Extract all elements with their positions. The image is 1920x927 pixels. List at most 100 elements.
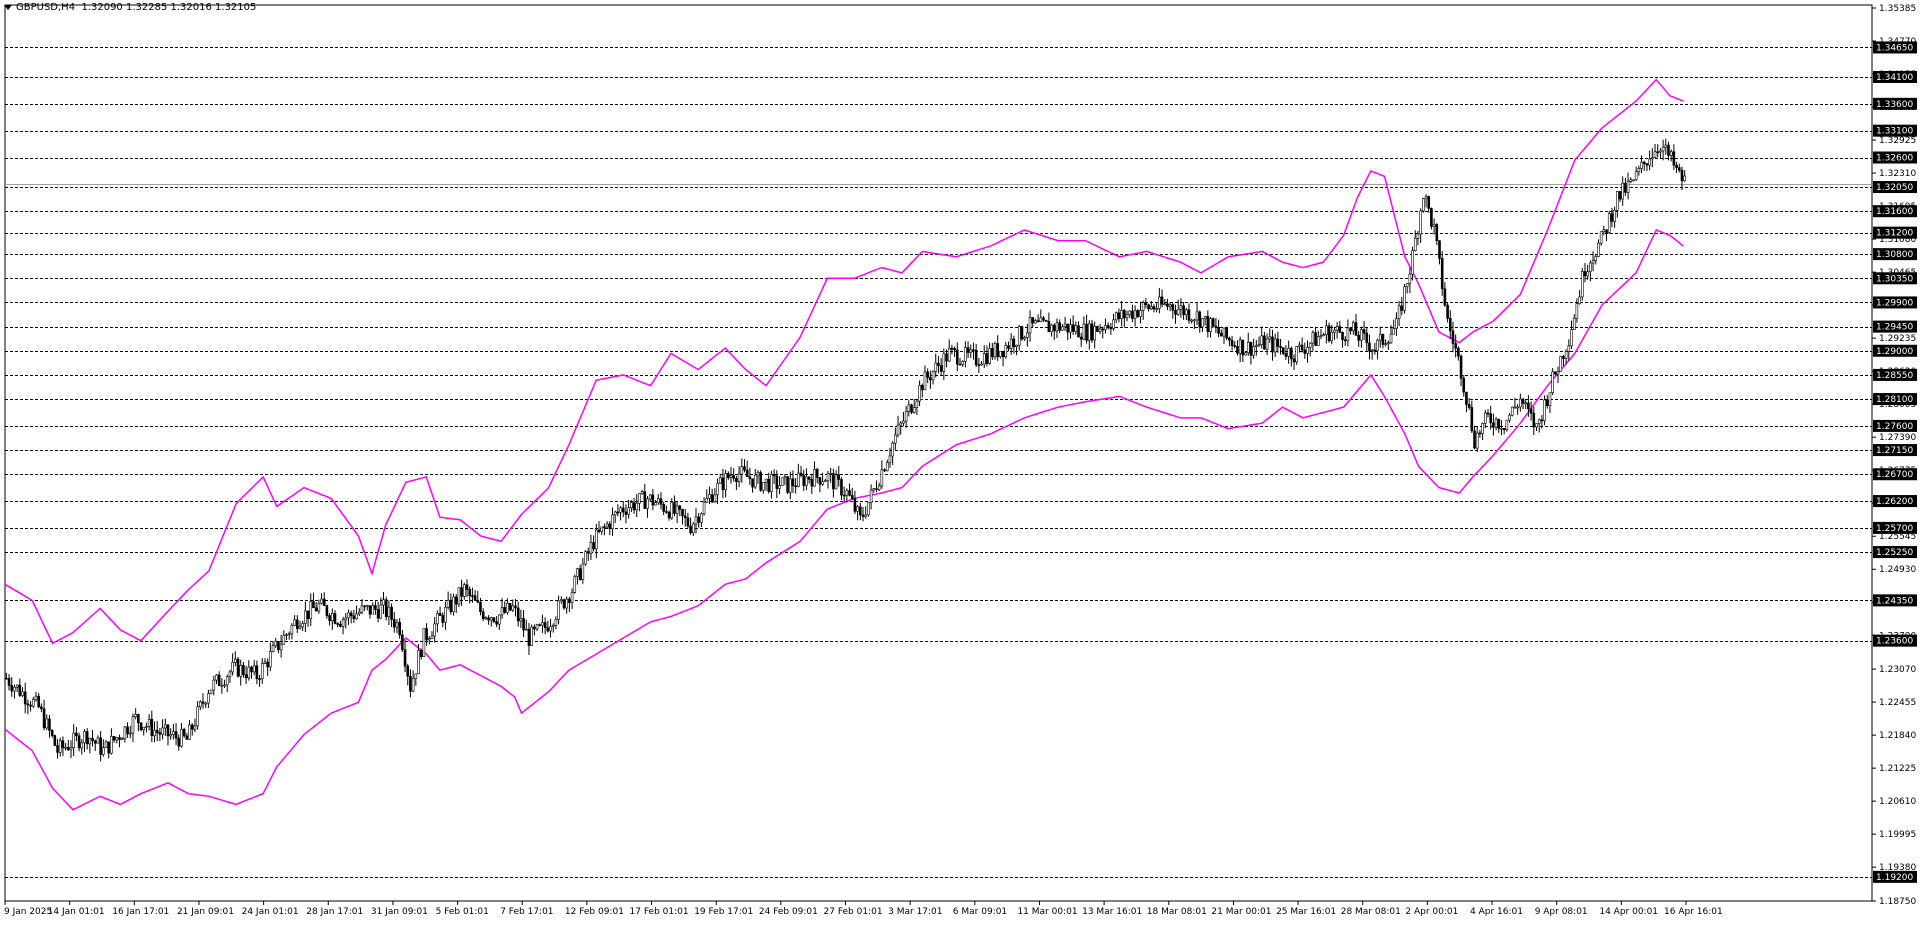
candle-body (314, 607, 318, 612)
candle-body (1077, 325, 1080, 338)
x-tick-label: 16 Jan 17:01 (112, 907, 169, 917)
candle-body (174, 731, 178, 739)
candle-body (85, 731, 89, 745)
candle-body (662, 503, 665, 512)
candle-body (1607, 213, 1611, 233)
x-tick-label: 5 Feb 01:01 (436, 907, 489, 917)
candle-body (656, 498, 660, 503)
candle-body (228, 671, 232, 678)
candle-body (333, 613, 337, 624)
candle-body (1263, 335, 1266, 350)
x-tick-label: 14 Apr 00:01 (1599, 907, 1658, 917)
candle-body (250, 666, 253, 673)
candle-body (290, 624, 294, 635)
candle-body (514, 605, 517, 609)
candle-body (524, 628, 528, 631)
y-tick-label: 1.25545 (1879, 532, 1916, 542)
candle-body (1195, 311, 1199, 321)
candle-body (589, 542, 593, 554)
level-price-label-text: 1.33100 (1876, 127, 1913, 137)
candle-body (535, 624, 539, 630)
candle-body (1123, 310, 1126, 319)
level-price-label-text: 1.29450 (1876, 323, 1913, 333)
candle-body (67, 746, 70, 751)
candle-body (1529, 408, 1533, 414)
candle-body (1381, 334, 1385, 345)
candle-body (864, 514, 868, 517)
candle-body (1516, 406, 1519, 409)
candle-body (112, 736, 116, 741)
candle-body (204, 702, 207, 705)
y-tick-label: 1.23070 (1879, 665, 1916, 675)
candle-body (1279, 346, 1282, 348)
candle-body (166, 724, 170, 737)
candle-body (694, 516, 698, 525)
candle-body (301, 623, 304, 628)
candle-body (872, 488, 876, 491)
candle-body (586, 551, 590, 554)
candle-body (282, 635, 286, 645)
level-price-label-box (1873, 97, 1917, 110)
x-tick-label: 11 Mar 00:01 (1017, 907, 1077, 917)
candle-body (923, 371, 927, 391)
candle-body (325, 605, 329, 616)
candle-body (1430, 208, 1433, 227)
candle-body (476, 600, 480, 603)
candle-body (1206, 316, 1210, 332)
candle-body (1039, 317, 1043, 322)
candle-body (1659, 150, 1662, 153)
candle-body (845, 490, 849, 496)
y-tick-label: 1.21840 (1879, 731, 1916, 741)
candle-body (735, 478, 738, 482)
candle-body (891, 442, 894, 457)
candle-body (217, 674, 221, 686)
candle-body (83, 731, 86, 744)
candle-body (1139, 310, 1142, 318)
candle-body (287, 633, 291, 636)
level-price-label: 1.30800 (1873, 248, 1917, 261)
candle-body (565, 598, 568, 609)
candle-body (153, 729, 156, 736)
candle-body (1632, 179, 1635, 182)
level-price-label-text: 1.28100 (1876, 395, 1913, 405)
candle-body (654, 502, 657, 506)
candle-body (880, 469, 884, 487)
candle-body (1193, 319, 1196, 322)
candle-body (444, 607, 447, 623)
candle-body (1026, 332, 1029, 338)
candle-body (1341, 331, 1344, 340)
candle-body (31, 699, 35, 707)
candle-body (794, 485, 797, 488)
candle-body (40, 706, 43, 710)
level-price-label: 1.27150 (1873, 444, 1917, 457)
candle-body (767, 478, 771, 492)
candle-body (387, 606, 391, 617)
candle-body (1578, 296, 1581, 304)
candle-body (1540, 419, 1544, 422)
candle-body (263, 661, 267, 664)
level-price-label: 1.32600 (1873, 151, 1917, 164)
candle-body (18, 684, 22, 696)
collapse-triangle-icon[interactable] (4, 4, 12, 10)
candle-body (1168, 304, 1172, 307)
candle-body (26, 703, 30, 706)
candle-body (123, 726, 127, 740)
candle-body (137, 714, 140, 724)
candle-body (627, 507, 630, 515)
candle-body (802, 475, 806, 486)
candle-body (53, 735, 57, 746)
candle-body (1408, 273, 1412, 284)
candle-body (430, 635, 434, 639)
x-tick-label: 13 Mar 16:01 (1082, 907, 1142, 917)
candle-body (640, 491, 644, 494)
candle-body (231, 662, 234, 673)
candle-body (1545, 399, 1549, 406)
candle-body (1648, 158, 1651, 166)
candle-body (479, 601, 482, 612)
candle-body (384, 599, 388, 617)
candle-body (1265, 338, 1269, 350)
candle-body (376, 609, 380, 619)
candle-body (1063, 323, 1067, 328)
candle-body (139, 722, 143, 730)
